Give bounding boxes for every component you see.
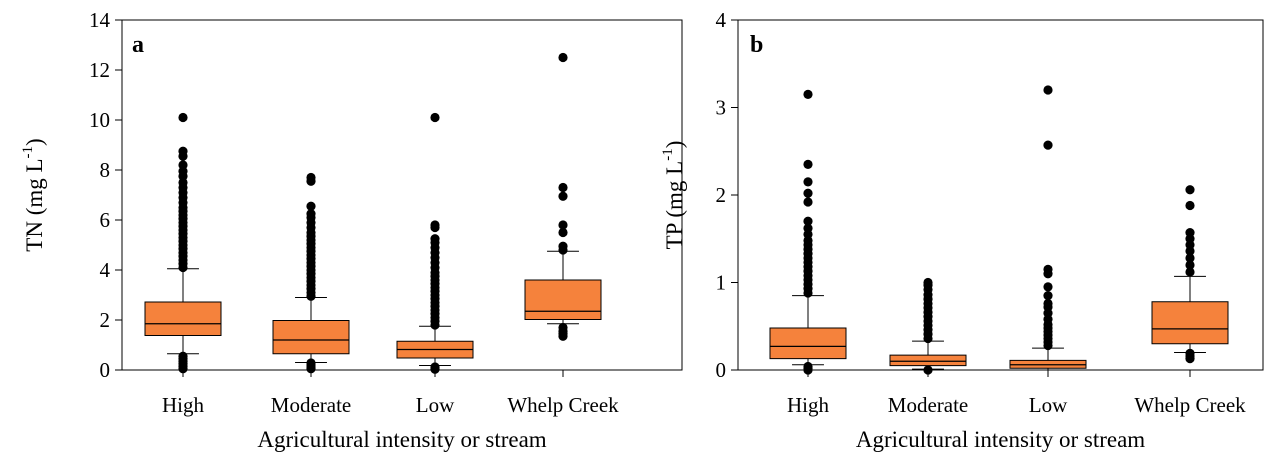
outlier-point <box>803 197 813 207</box>
x-tick-label: Whelp Creek <box>507 393 619 417</box>
outlier-point <box>803 188 813 198</box>
y-tick-label: 2 <box>100 308 111 332</box>
y-tick-label: 6 <box>100 208 111 232</box>
box-whelp-creek <box>524 52 602 341</box>
iqr-box <box>1151 301 1229 345</box>
outlier-point <box>558 227 568 238</box>
iqr-box <box>144 301 222 336</box>
box-low <box>1009 85 1087 371</box>
x-tick-label: High <box>162 393 205 417</box>
outlier-point <box>178 112 188 123</box>
x-tick-label: High <box>787 393 830 417</box>
y-tick-label: 3 <box>716 96 727 120</box>
outlier-point <box>1043 85 1053 95</box>
outlier-point <box>306 209 316 219</box>
y-tick-label: 12 <box>89 58 110 82</box>
outlier-point <box>306 201 316 211</box>
panel-letter: a <box>132 32 144 58</box>
outlier-point <box>558 220 568 230</box>
x-axis-title: Agricultural intensity or stream <box>856 427 1145 452</box>
plot-frame <box>121 19 683 371</box>
outlier-point <box>558 241 568 251</box>
y-axis-title: TP (mg L-1) <box>660 141 687 250</box>
x-tick-label: Low <box>416 393 455 417</box>
x-tick-label: Moderate <box>888 393 968 417</box>
outlier-point <box>803 216 813 226</box>
x-tick-label: Low <box>1029 393 1068 417</box>
iqr-box <box>272 320 350 355</box>
box-whelp-creek <box>1151 185 1229 364</box>
panel-b: 0 1 2 3 4 High Moderate Low Whelp Creek b Agricult… <box>660 8 1264 452</box>
x-axis-title: Agricultural intensity or stream <box>257 427 546 452</box>
outlier-point <box>430 112 440 123</box>
outlier-point <box>1043 298 1053 309</box>
iqr-box <box>889 354 967 367</box>
x-tick-label: Moderate <box>271 393 351 417</box>
outlier-point <box>558 52 568 63</box>
panel-a: 0 2 4 6 8 10 12 14 High Moderate Low Whelp Creek a Ag… <box>20 8 683 452</box>
box-moderate <box>272 172 350 374</box>
y-tick-label: 0 <box>100 358 111 382</box>
outlier-point <box>923 277 933 288</box>
y-tick-label: 10 <box>89 108 110 132</box>
outlier-point <box>1185 185 1195 195</box>
outlier-point <box>558 322 568 333</box>
outlier-point <box>1185 200 1195 211</box>
y-tick-label: 4 <box>716 8 727 32</box>
outlier-point <box>306 172 316 183</box>
y-tick-label: 0 <box>716 358 727 382</box>
iqr-box <box>524 279 602 320</box>
outlier-point <box>803 361 813 372</box>
outlier-point <box>803 89 813 99</box>
outlier-point <box>1185 267 1195 277</box>
box-high <box>769 89 847 375</box>
outlier-point <box>803 223 813 233</box>
outlier-point <box>1043 140 1053 150</box>
outlier-point <box>306 358 316 368</box>
outlier-point <box>803 159 813 169</box>
y-axis-title: TN (mg L-1) <box>20 138 47 251</box>
outlier-point <box>1185 348 1195 358</box>
outlier-point <box>1043 264 1053 274</box>
outlier-point <box>1185 260 1195 270</box>
outlier-point <box>178 160 188 170</box>
y-tick-label: 4 <box>100 258 111 282</box>
y-tick-label: 8 <box>100 158 111 182</box>
iqr-box <box>769 327 847 360</box>
box-moderate <box>889 277 967 375</box>
outlier-point <box>923 365 933 375</box>
panel-letter: b <box>750 32 763 58</box>
outlier-point <box>178 351 188 361</box>
outlier-point <box>430 234 440 244</box>
outlier-point <box>1185 228 1195 238</box>
box-high <box>144 112 222 374</box>
outlier-point <box>178 146 188 156</box>
outlier-point <box>430 220 440 230</box>
y-tick-label: 1 <box>716 271 727 295</box>
outlier-point <box>803 177 813 187</box>
outlier-point <box>1043 291 1053 301</box>
outlier-point <box>558 182 568 193</box>
outlier-point <box>430 362 440 372</box>
box-low <box>396 112 474 374</box>
x-tick-label: Whelp Creek <box>1134 393 1246 417</box>
outlier-point <box>1185 253 1195 263</box>
outlier-point <box>1043 282 1053 292</box>
y-tick-label: 14 <box>89 8 111 32</box>
y-tick-label: 2 <box>716 183 727 207</box>
outlier-point <box>558 191 568 201</box>
